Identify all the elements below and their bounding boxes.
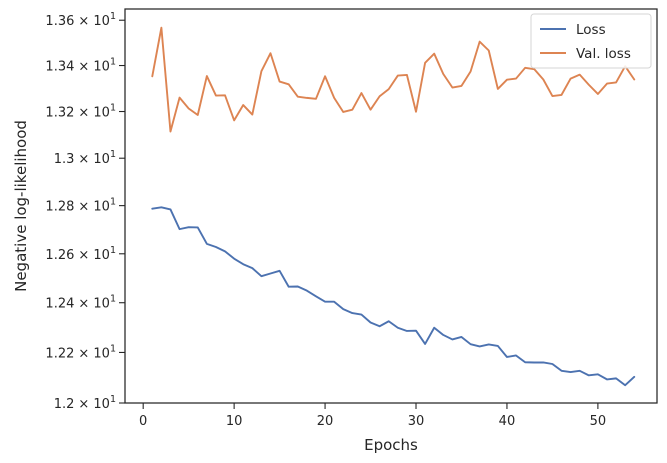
x-axis-label: Epochs [364,436,418,454]
y-tick-mantissa: 1.22 [45,346,74,361]
y-tick-label: 1.2 × 101 [54,394,116,412]
y-tick-multiplier: × 10 [78,297,110,312]
x-tick-label: 10 [226,414,243,429]
y-tick-mantissa: 1.26 [45,248,74,263]
legend-label: Loss [576,22,606,38]
y-tick-exponent: 1 [110,57,116,68]
y-tick-label: 1.28 × 101 [45,197,116,215]
y-tick-exponent: 1 [110,11,116,22]
x-axis: 0 10 20 30 40 50 [139,403,606,429]
y-tick-label: 1.26 × 101 [45,245,116,263]
legend-label: Val. loss [576,46,631,62]
y-tick-exponent: 1 [110,245,116,256]
x-tick-label: 30 [408,414,425,429]
y-tick-label: 1.32 × 101 [45,103,116,121]
y-tick-label: 1.3 × 101 [54,149,116,167]
y-tick-multiplier: × 10 [78,346,110,361]
y-tick-exponent: 1 [110,294,116,305]
y-tick-label: 1.36 × 101 [45,11,116,29]
y-tick-mantissa: 1.2 [54,397,75,412]
x-tick-label: 50 [590,414,607,429]
legend-box [530,13,652,69]
y-tick-mantissa: 1.28 [45,200,74,215]
y-tick-multiplier: × 10 [78,152,110,167]
y-tick-multiplier: × 10 [78,60,110,75]
y-tick-mantissa: 1.32 [45,106,74,121]
y-axis-label: Negative log-likelihood [12,120,30,292]
x-tick-label: 0 [139,414,147,429]
y-tick-multiplier: × 10 [78,14,110,29]
y-tick-exponent: 1 [110,343,116,354]
y-tick-label: 1.24 × 101 [45,294,116,312]
y-tick-multiplier: × 10 [78,248,110,263]
y-tick-mantissa: 1.24 [45,297,74,312]
y-tick-mantissa: 1.34 [45,60,74,75]
legend: Loss Val. loss [530,13,652,69]
y-tick-mantissa: 1.36 [45,14,74,29]
y-tick-exponent: 1 [110,103,116,114]
x-tick-label: 20 [317,414,334,429]
y-tick-mantissa: 1.3 [54,152,75,167]
y-tick-exponent: 1 [110,197,116,208]
data-layer [151,26,636,387]
y-tick-exponent: 1 [110,149,116,160]
x-tick-label: 40 [499,414,516,429]
y-tick-label: 1.22 × 101 [45,343,116,361]
series-line-loss [151,206,636,387]
y-tick-multiplier: × 10 [78,200,110,215]
y-tick-multiplier: × 10 [78,106,110,121]
y-tick-multiplier: × 10 [78,397,110,412]
y-tick-exponent: 1 [110,394,116,405]
y-tick-label: 1.34 × 101 [45,57,116,75]
series-line-val-loss [151,26,636,133]
